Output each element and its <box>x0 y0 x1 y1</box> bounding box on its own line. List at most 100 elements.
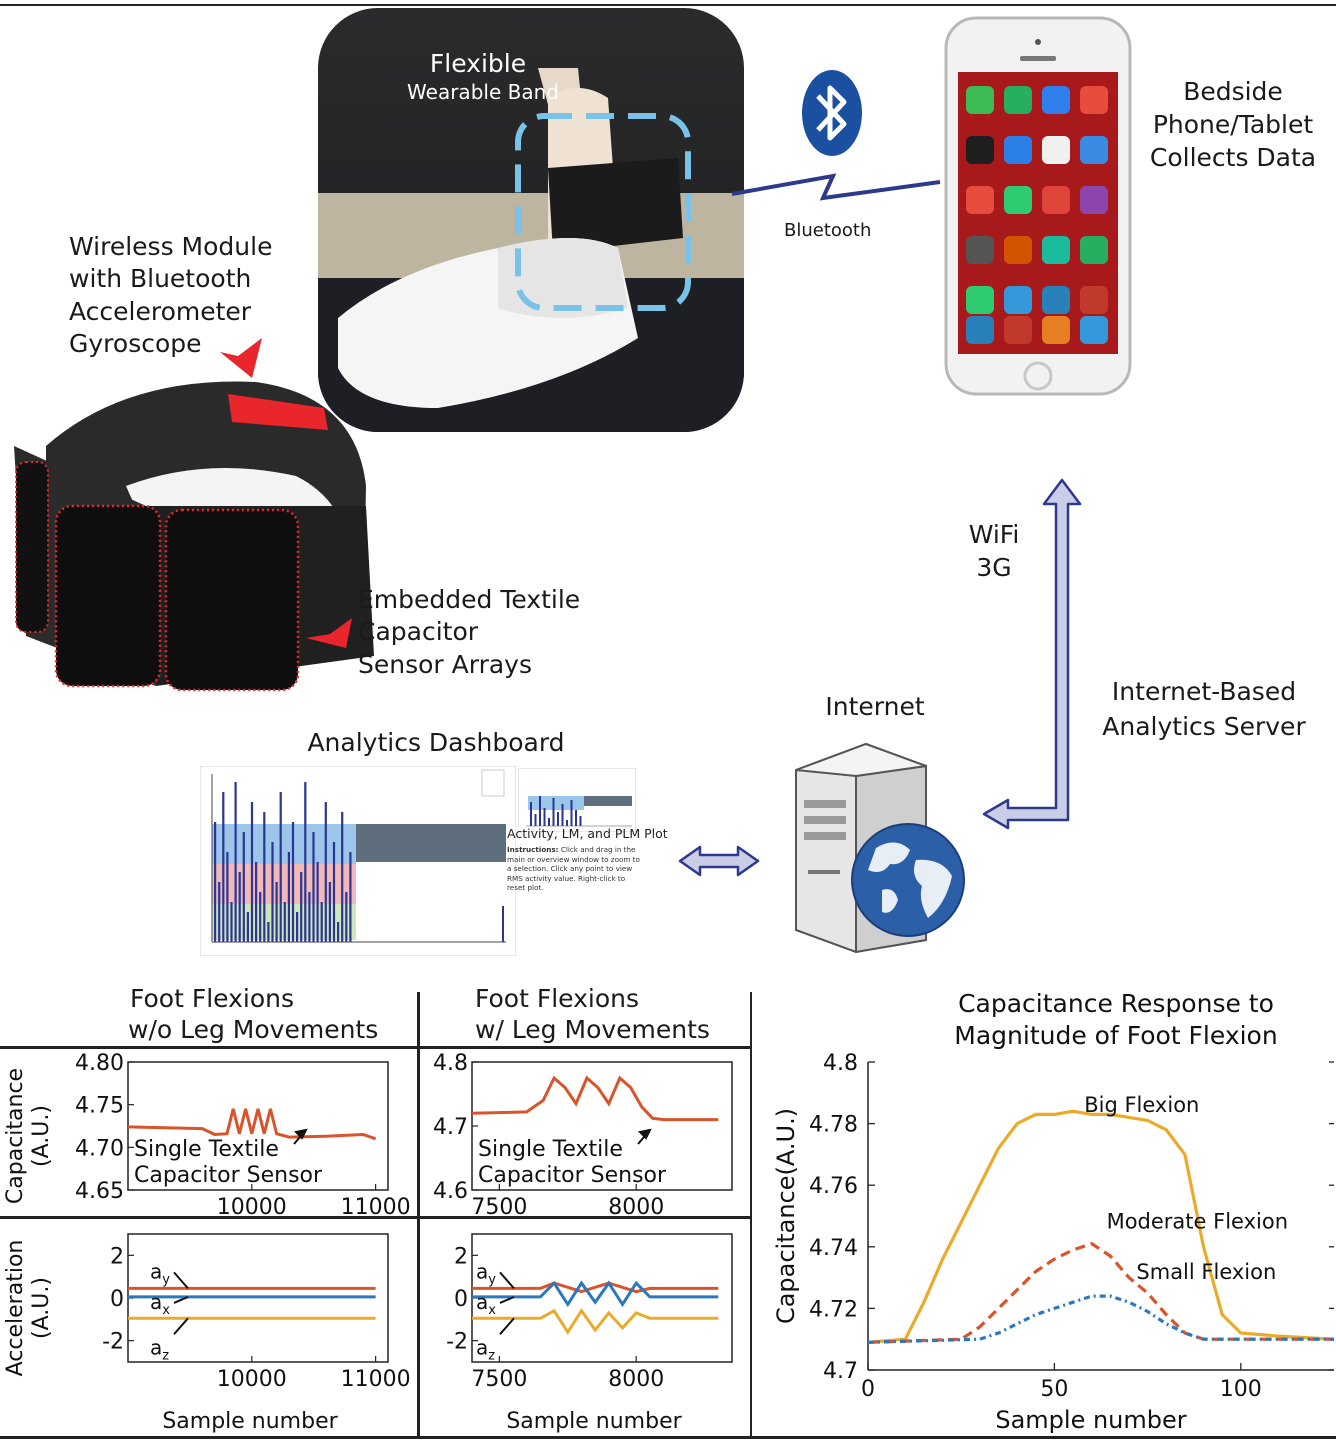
annotation-arrow <box>637 1128 652 1145</box>
bedside-line-3: Collects Data <box>1149 143 1317 172</box>
dashboard-bar <box>320 902 323 942</box>
app-icon <box>966 286 994 314</box>
dashboard-bar <box>259 892 262 942</box>
accel-subscript: x <box>162 1303 170 1318</box>
annotation-line-2: Capacitor Sensor <box>134 1163 323 1188</box>
dashboard-bar <box>287 852 290 942</box>
x-tick-label: 11000 <box>341 1367 411 1392</box>
chart2-title-a: Foot Flexions <box>475 984 640 1013</box>
overview-bar <box>543 808 546 826</box>
overview-bar <box>552 798 555 826</box>
dashboard-bar <box>263 812 266 942</box>
y-axis-label-line-2: (A.U.) <box>29 1105 54 1167</box>
app-icon <box>1080 186 1108 214</box>
annotation-arrow <box>293 1128 308 1145</box>
x-tick-label: 10000 <box>217 1195 287 1220</box>
overview-bar <box>548 818 550 826</box>
accel-subscript: x <box>488 1303 496 1318</box>
accel-label-x: ax <box>150 1290 170 1318</box>
series-line-capacitance <box>471 1075 719 1122</box>
dashboard-bar <box>255 862 258 942</box>
internet-label: Internet <box>825 692 925 721</box>
chart2-title-b: w/ Leg Movements <box>475 1015 710 1044</box>
dock-icon <box>1080 316 1108 344</box>
instructions-text: Click and drag in the main or overview w… <box>507 845 640 892</box>
dashboard-bar <box>316 862 319 942</box>
corner-arrow-icon <box>982 478 1082 830</box>
plot-frame <box>471 1061 733 1191</box>
dashboard-bar <box>230 902 233 942</box>
server-icon <box>795 742 965 954</box>
series-line-big-flexion <box>867 1109 1335 1344</box>
dashboard-bar <box>296 912 299 942</box>
accel-arrow <box>499 1296 515 1304</box>
dashboard-bar <box>214 822 217 942</box>
dashboard-bar <box>234 782 237 942</box>
x-tick-label: 7500 <box>471 1367 527 1392</box>
dashboard-bar <box>267 922 270 942</box>
series-line-moderate-flexion <box>867 1241 1334 1344</box>
overview-bar <box>570 800 573 826</box>
bedside-line-2: Phone/Tablet <box>1152 110 1314 139</box>
overview-bar <box>534 814 537 826</box>
dashboard-panel-title: Activity, LM, and PLM Plot <box>507 826 668 841</box>
dashboard-bar <box>332 842 336 942</box>
table-rule-top <box>0 1046 750 1049</box>
series-line-a_x <box>472 1280 719 1308</box>
y-tick-label: 4.7 <box>823 1359 858 1384</box>
overview-bar <box>575 810 577 826</box>
chart-title-line-2: Magnitude of Foot Flexion <box>954 1021 1277 1050</box>
dashboard-bar <box>291 822 295 942</box>
x-tick-label: 8000 <box>608 1367 664 1392</box>
capacitance-response-chart: Capacitance Response to Magnitude of Foot… <box>772 989 1335 1434</box>
wifi-label: WiFi <box>968 520 1020 549</box>
dashboard-bar <box>337 922 340 942</box>
accel-label-y: ay <box>150 1259 170 1287</box>
table-rule-right <box>750 992 752 1436</box>
dashboard-bar <box>341 812 344 942</box>
x-tick-label: 7500 <box>471 1195 527 1220</box>
accel-letter: a <box>476 1259 488 1283</box>
y-tick-label: 2 <box>454 1244 468 1269</box>
accel-arrow <box>499 1271 515 1290</box>
instructions-bold: Instructions: <box>507 845 559 854</box>
dashboard-bar <box>279 792 282 942</box>
dock-icon <box>1042 316 1070 344</box>
app-icon <box>1004 86 1032 114</box>
app-icon <box>1004 236 1032 264</box>
series-label: Small Flexion <box>1136 1260 1276 1284</box>
accel-arrow <box>173 1271 189 1290</box>
y-axis-label-line-1: Acceleration <box>3 1240 28 1377</box>
y-axis-label-line-2: (A.U.) <box>29 1277 54 1339</box>
double-arrow-icon <box>678 845 760 877</box>
accel-arrow <box>173 1296 189 1304</box>
x-tick-label: 10000 <box>217 1367 287 1392</box>
chart1-title-line-1: Foot Flexions w/o Leg Movements <box>128 982 378 1046</box>
dashboard-bar <box>275 882 278 942</box>
annotation-line-1: Single Textile <box>134 1137 279 1162</box>
overview-bar <box>579 816 582 826</box>
y-tick-label: 0 <box>454 1287 468 1312</box>
series-label: Moderate Flexion <box>1107 1209 1288 1233</box>
server-line-2: Analytics Server <box>1102 712 1306 741</box>
app-icon <box>1080 86 1108 114</box>
embedded-line-1: Embedded Textile <box>358 585 581 614</box>
dashboard-overview-plot <box>518 768 636 832</box>
wireless-line-4: Gyroscope <box>69 329 202 358</box>
dashboard-bar <box>345 892 348 942</box>
band-highlight-box <box>515 113 691 311</box>
dock-icon <box>966 316 994 344</box>
dashboard-instructions: Instructions: Click and drag in the main… <box>507 845 643 893</box>
x-tick-label: 100 <box>1220 1377 1262 1402</box>
dashboard-main-plot <box>200 766 516 956</box>
wireless-line-1: Wireless Module <box>69 232 273 261</box>
y-tick-label: 0 <box>110 1287 124 1312</box>
app-icon <box>1042 286 1070 314</box>
app-icon <box>1042 86 1070 114</box>
y-axis-label: Capacitance(A.U.) <box>772 1108 800 1324</box>
app-icon <box>1080 236 1108 264</box>
y-tick-label: 4.72 <box>809 1297 858 1322</box>
sensor-pointer-icon <box>306 618 352 648</box>
embedded-line-3: Sensor Arrays <box>358 650 532 679</box>
series-line-a_y <box>472 1281 719 1294</box>
